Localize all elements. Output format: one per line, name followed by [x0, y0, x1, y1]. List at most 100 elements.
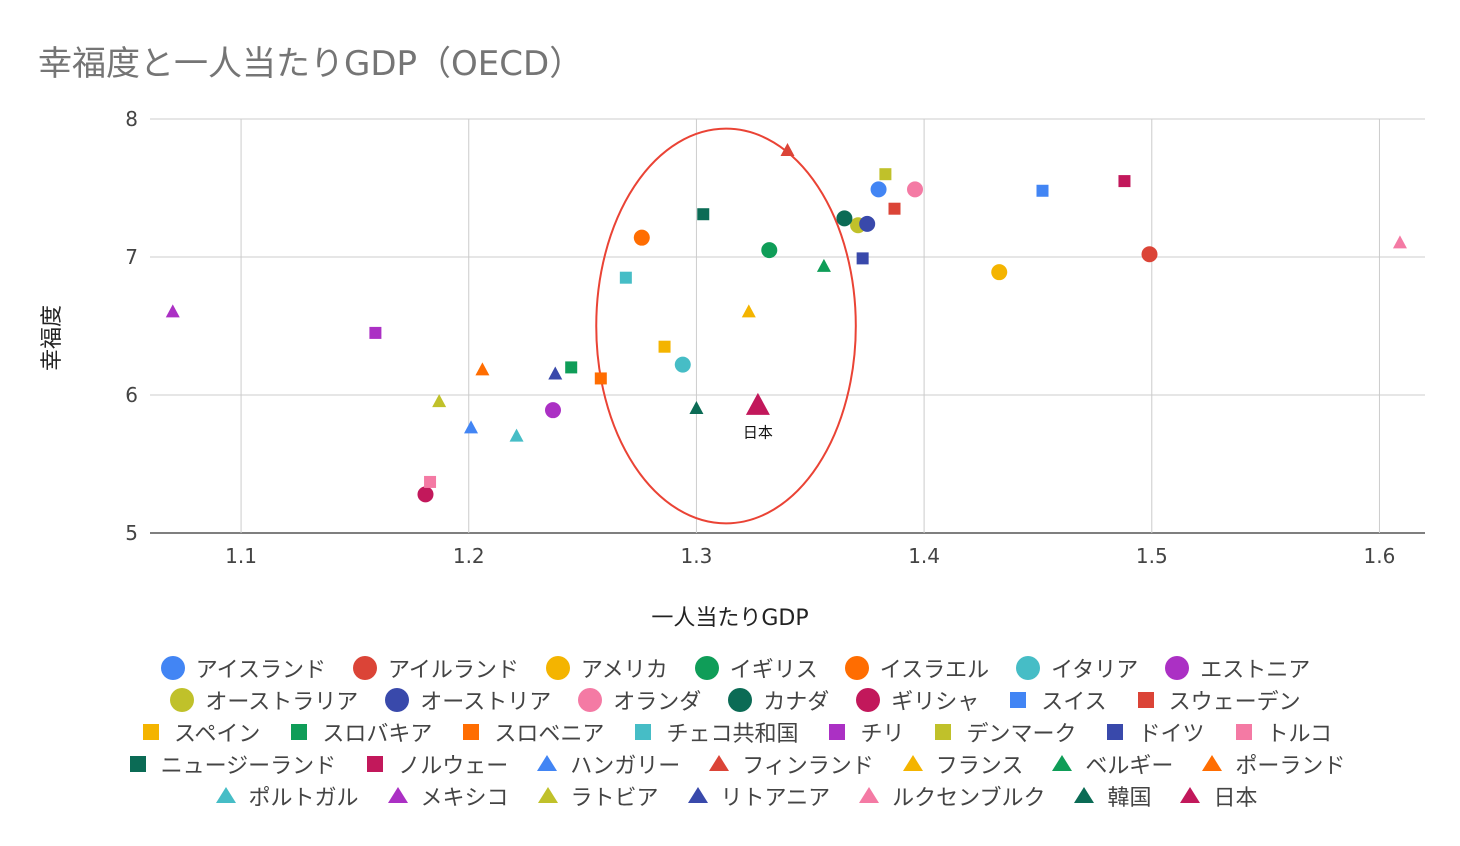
data-point: [544, 402, 561, 419]
data-point: [1118, 175, 1131, 188]
legend-item: ドイツ: [1102, 716, 1205, 748]
legend-label: ギリシャ: [891, 690, 980, 715]
legend-marker: [635, 724, 652, 740]
legend-swatch: [1235, 724, 1252, 740]
legend-swatch: [1137, 692, 1154, 708]
legend-item: ギリシャ: [855, 684, 979, 716]
legend-marker: [859, 787, 880, 803]
legend-label: チェコ共和国: [666, 722, 799, 747]
data-point: [619, 271, 632, 284]
legend-marker: [387, 787, 408, 803]
legend-swatch: [545, 656, 570, 680]
legend-item: ラトビア: [535, 780, 659, 812]
x-tick-label: 1.3: [681, 544, 713, 568]
legend-swatch: [537, 755, 558, 771]
legend-swatch: [129, 756, 146, 772]
legend-label: ラトビア: [570, 786, 659, 811]
legend-swatch: [1202, 755, 1223, 771]
legend-label: 日本: [1213, 786, 1258, 811]
data-point: [594, 372, 607, 385]
x-tick-label: 1.6: [1364, 544, 1396, 568]
legend-swatch: [844, 656, 869, 680]
legend-label: 韓国: [1107, 786, 1152, 811]
y-tick-label: 5: [125, 521, 138, 545]
legend-label: トルコ: [1266, 722, 1333, 747]
legend-label: オーストラリア: [205, 690, 359, 715]
legend-marker: [537, 787, 558, 803]
legend-label: フランス: [935, 754, 1024, 779]
legend-label: カナダ: [763, 690, 830, 715]
legend-marker: [367, 756, 384, 772]
legend-swatch: [856, 688, 881, 712]
legend-swatch: [463, 724, 480, 740]
legend-label: メキシコ: [420, 786, 509, 811]
data-point: [475, 362, 490, 376]
legend-swatch: [160, 656, 185, 680]
legend-swatch: [709, 755, 730, 771]
legend-marker: [385, 688, 410, 712]
legend-label: アイルランド: [387, 658, 519, 683]
legend-marker: [1010, 692, 1027, 708]
legend-swatch: [1107, 724, 1124, 740]
point-annotation-label: 日本: [743, 424, 773, 442]
legend-item: オーストラリア: [169, 684, 358, 716]
data-point: [1036, 184, 1049, 197]
legend-item: チリ: [824, 716, 904, 748]
legend-label: フィンランド: [742, 754, 874, 779]
legend-marker: [129, 756, 146, 772]
legend-item: イスラエル: [844, 652, 989, 684]
legend-swatch: [291, 724, 308, 740]
legend-item: フランス: [900, 748, 1024, 780]
legend-label: スウェーデン: [1168, 690, 1301, 715]
legend-item: ニュージーランド: [125, 748, 336, 780]
legend-item: デンマーク: [930, 716, 1076, 748]
data-point: [1141, 246, 1158, 263]
legend-marker: [709, 755, 730, 771]
legend-marker: [291, 724, 308, 740]
legend-swatch: [728, 688, 753, 712]
legend-marker: [1016, 656, 1041, 680]
legend-swatch: [687, 787, 708, 803]
data-points: [165, 142, 1407, 503]
y-axis-label: 幸福度: [40, 304, 65, 372]
chart-title: 幸福度と一人当たりGDP（OECD）: [38, 44, 584, 84]
y-axis-ticks: 5 6 7 8: [125, 107, 138, 545]
legend-swatch: [1052, 755, 1073, 771]
legend-label: ルクセンブルク: [892, 786, 1046, 811]
legend-marker: [829, 724, 846, 740]
legend-marker: [1052, 755, 1073, 771]
annotations: 日本: [743, 424, 773, 442]
legend-marker: [463, 724, 480, 740]
data-point: [165, 304, 180, 318]
legend-marker: [902, 755, 923, 771]
legend-swatch: [367, 756, 384, 772]
legend-swatch: [537, 787, 558, 803]
legend-row: スペイン スロバキア スロベニア チェコ共和国 チリ デンマーク ドイツ トルコ: [40, 716, 1430, 748]
legend-marker: [170, 688, 195, 712]
legend-label: ベルギー: [1085, 754, 1174, 779]
legend-swatch: [1180, 787, 1201, 803]
legend-marker: [142, 724, 159, 740]
highlight-ellipse: [595, 127, 857, 525]
legend-item: ルクセンブルク: [856, 780, 1045, 812]
legend-label: ハンガリー: [570, 754, 681, 779]
x-axis-label: 一人当たりGDP: [651, 606, 809, 631]
legend-item: カナダ: [727, 684, 829, 716]
legend-marker: [160, 656, 185, 680]
legend-label: オランダ: [613, 690, 702, 715]
legend-marker: [935, 724, 952, 740]
legend-marker: [352, 656, 377, 680]
legend-row: ニュージーランド ノルウェー ハンガリー フィンランド フランス ベルギー ポーランド: [40, 748, 1430, 780]
legend-swatch: [635, 724, 652, 740]
legend-swatch: [1016, 656, 1041, 680]
legend-item: イギリス: [694, 652, 818, 684]
legend-label: イタリア: [1051, 658, 1139, 683]
legend-label: スペイン: [173, 722, 261, 747]
legend-item: オーストリア: [384, 684, 551, 716]
legend-row: ポルトガル メキシコ ラトビア リトアニア ルクセンブルク 韓国 日本: [40, 780, 1430, 812]
legend-marker: [1235, 724, 1252, 740]
legend-item: ベルギー: [1049, 748, 1173, 780]
legend-label: イスラエル: [879, 658, 990, 683]
legend-row: オーストラリア オーストリア オランダ カナダ ギリシャ スイス スウェーデン: [40, 684, 1430, 716]
